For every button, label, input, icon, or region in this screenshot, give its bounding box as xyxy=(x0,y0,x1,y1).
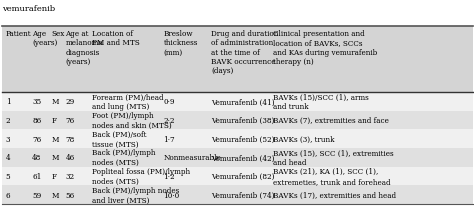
Text: Vemurafenib (42): Vemurafenib (42) xyxy=(211,154,274,162)
Text: Patient: Patient xyxy=(6,30,31,38)
Text: BAVKs (21), KA (1), SCC (1),
extremeties, trunk and forehead: BAVKs (21), KA (1), SCC (1), extremeties… xyxy=(273,167,390,185)
Text: Vemurafenib (38): Vemurafenib (38) xyxy=(211,117,274,124)
Text: vemurafenib: vemurafenib xyxy=(2,5,55,13)
Text: M: M xyxy=(51,98,59,106)
Bar xyxy=(2,111,473,130)
Text: Sex: Sex xyxy=(51,30,64,38)
Text: 46: 46 xyxy=(65,154,75,162)
Text: 56: 56 xyxy=(65,191,75,199)
Text: 1·7: 1·7 xyxy=(164,135,175,143)
Text: M: M xyxy=(51,154,59,162)
Text: 3: 3 xyxy=(6,135,10,143)
Text: BAVKs (17), extremities and head: BAVKs (17), extremities and head xyxy=(273,191,396,199)
Text: Back (PM)/lymph
nodes (MTS): Back (PM)/lymph nodes (MTS) xyxy=(92,149,156,166)
Text: M: M xyxy=(51,191,59,199)
Text: Drug and duration
of administration
at the time of
BAVK occurrence
(days): Drug and duration of administration at t… xyxy=(211,30,278,75)
Text: 76: 76 xyxy=(32,135,42,143)
Text: 1·2: 1·2 xyxy=(164,172,175,180)
Text: 2·2: 2·2 xyxy=(164,117,175,124)
Text: 78: 78 xyxy=(65,135,75,143)
Text: 5: 5 xyxy=(6,172,10,180)
Text: 76: 76 xyxy=(65,117,75,124)
Text: Vemurafenib (82): Vemurafenib (82) xyxy=(211,172,274,180)
Text: 0·9: 0·9 xyxy=(164,98,175,106)
Text: BAVKs (15)/SCC (1), arms
and trunk: BAVKs (15)/SCC (1), arms and trunk xyxy=(273,93,368,111)
Text: 10·0: 10·0 xyxy=(164,191,180,199)
Text: 32: 32 xyxy=(65,172,74,180)
Text: Location of
PM and MTS: Location of PM and MTS xyxy=(92,30,140,47)
Text: Clinical presentation and
location of BAVKs, SCCs
and KAs during vemurafenib
the: Clinical presentation and location of BA… xyxy=(273,30,377,66)
Text: 48: 48 xyxy=(32,154,42,162)
Text: Popliteal fossa (PM)/lymph
nodes (MTS): Popliteal fossa (PM)/lymph nodes (MTS) xyxy=(92,167,191,185)
Text: 4: 4 xyxy=(6,154,10,162)
Text: F: F xyxy=(51,172,56,180)
Text: Vemurafenib (41): Vemurafenib (41) xyxy=(211,98,274,106)
Text: Forearm (PM)/head
and lung (MTS): Forearm (PM)/head and lung (MTS) xyxy=(92,93,164,111)
Bar xyxy=(2,27,473,93)
Text: Back (PM)/soft
tissue (MTS): Back (PM)/soft tissue (MTS) xyxy=(92,130,147,148)
Bar xyxy=(2,185,473,204)
Text: 29: 29 xyxy=(65,98,75,106)
Text: Breslow
thickness
(mm): Breslow thickness (mm) xyxy=(164,30,198,56)
Text: Age
(years): Age (years) xyxy=(32,30,58,47)
Text: F: F xyxy=(51,117,56,124)
Text: Nonmeasurable: Nonmeasurable xyxy=(164,154,221,162)
Text: M: M xyxy=(51,135,59,143)
Text: Vemurafenib (74): Vemurafenib (74) xyxy=(211,191,274,199)
Text: 59: 59 xyxy=(32,191,42,199)
Text: BAVKs (7), extremities and face: BAVKs (7), extremities and face xyxy=(273,117,388,124)
Text: Age at
melanoma
diagnosis
(years): Age at melanoma diagnosis (years) xyxy=(65,30,103,66)
Text: 86: 86 xyxy=(32,117,42,124)
Text: 6: 6 xyxy=(6,191,10,199)
Text: 1: 1 xyxy=(6,98,10,106)
Text: 61: 61 xyxy=(32,172,42,180)
Text: 2: 2 xyxy=(6,117,10,124)
Bar xyxy=(2,93,473,111)
Bar xyxy=(2,130,473,148)
Text: 35: 35 xyxy=(32,98,41,106)
Bar xyxy=(2,167,473,185)
Text: BAVKs (15), SCC (1), extremities
and head: BAVKs (15), SCC (1), extremities and hea… xyxy=(273,149,393,166)
Text: Vemurafenib (52): Vemurafenib (52) xyxy=(211,135,274,143)
Bar xyxy=(2,148,473,167)
Text: Foot (PM)/lymph
nodes and skin (MTS): Foot (PM)/lymph nodes and skin (MTS) xyxy=(92,112,172,129)
Text: BAVKs (3), trunk: BAVKs (3), trunk xyxy=(273,135,334,143)
Text: Back (PM)/lymph nodes
and liver (MTS): Back (PM)/lymph nodes and liver (MTS) xyxy=(92,186,180,204)
